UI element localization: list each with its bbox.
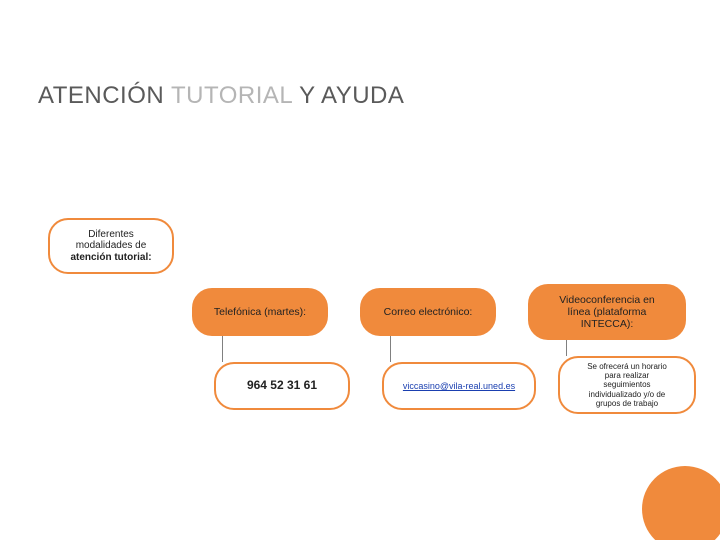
videoconf-line2: línea (plataforma xyxy=(568,306,647,318)
slide: ATENCIÓN TUTORIAL Y AYUDA Diferentes mod… xyxy=(0,0,720,540)
leaf-telefono-label: 964 52 31 61 xyxy=(247,379,317,393)
horario-line4: individualizado y/o de xyxy=(589,390,666,399)
horario-line1: Se ofrecerá un horario xyxy=(587,362,667,371)
videoconf-line1: Videoconferencia en xyxy=(559,294,655,306)
leaf-telefono: 964 52 31 61 xyxy=(214,362,350,410)
branch-telefonica: Telefónica (martes): xyxy=(192,288,328,336)
horario-line3: seguimientos xyxy=(603,380,650,389)
circle-decoration-icon xyxy=(642,466,720,540)
title-part1: ATENCIÓN xyxy=(38,82,171,109)
root-box: Diferentes modalidades de atención tutor… xyxy=(48,218,174,274)
branch-telefonica-label: Telefónica (martes): xyxy=(214,306,306,318)
title-part3: Y xyxy=(292,82,321,109)
title-part4: AYUDA xyxy=(321,82,404,109)
videoconf-line3: INTECCA): xyxy=(581,318,634,330)
page-title: ATENCIÓN TUTORIAL Y AYUDA xyxy=(38,82,404,110)
title-part2: TUTORIAL xyxy=(171,82,292,109)
connector-correo xyxy=(390,336,391,362)
branch-videoconf-text: Videoconferencia en línea (plataforma IN… xyxy=(559,294,655,330)
horario-line5: grupos de trabajo xyxy=(596,399,658,408)
branch-videoconf: Videoconferencia en línea (plataforma IN… xyxy=(528,284,686,340)
horario-line2: para realizar xyxy=(605,371,649,380)
branch-correo: Correo electrónico: xyxy=(360,288,496,336)
email-link[interactable]: viccasino@vila-real.uned.es xyxy=(403,381,515,391)
branch-correo-label: Correo electrónico: xyxy=(384,306,473,318)
connector-telefonica xyxy=(222,336,223,362)
leaf-horario-text: Se ofrecerá un horario para realizar seg… xyxy=(587,362,667,408)
root-line3: atención tutorial: xyxy=(70,252,151,263)
root-line1: Diferentes xyxy=(88,229,134,240)
root-line2: modalidades de xyxy=(76,240,147,251)
connector-videoconf xyxy=(566,340,567,356)
leaf-horario: Se ofrecerá un horario para realizar seg… xyxy=(558,356,696,414)
leaf-email: viccasino@vila-real.uned.es xyxy=(382,362,536,410)
root-text: Diferentes modalidades de atención tutor… xyxy=(70,229,151,264)
